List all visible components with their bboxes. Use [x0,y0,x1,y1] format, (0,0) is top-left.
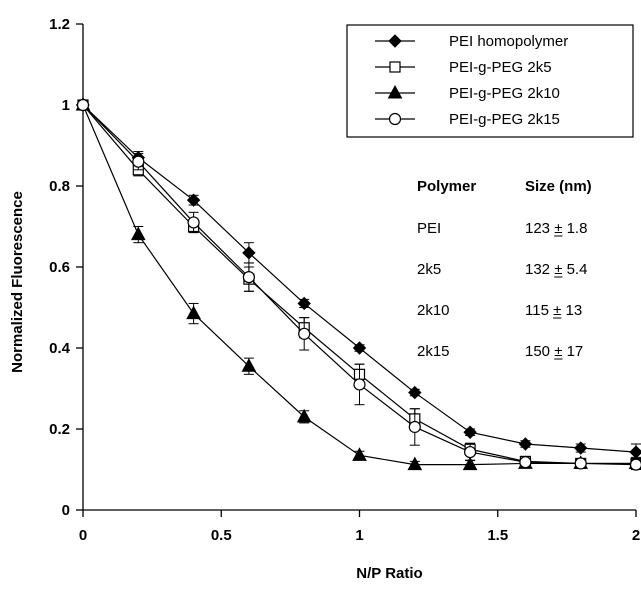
series-line [83,105,636,465]
data-point [353,448,366,460]
legend-label: PEI homopolymer [449,33,568,50]
x-tick-label: 1 [355,527,363,544]
y-tick-label: 0.8 [49,178,70,195]
y-tick-label: 0.6 [49,259,70,276]
legend: PEI homopolymer PEI-g-PEG 2k5 PEI-g-PEG 2k… [347,25,633,137]
y-tick-label: 0.2 [49,421,70,438]
y-axis-title: Normalized Fluorescence [9,191,26,373]
data-point [78,100,89,111]
legend-label: PEI-g-PEG 2k10 [449,85,560,102]
data-point [575,458,586,469]
inset-cell-polymer: 2k15 [417,343,450,360]
data-point [132,228,145,240]
inset-header-size: Size (nm) [525,178,592,195]
inset-cell-size: 123 ± 1.8 [525,220,587,237]
series-line [83,105,636,465]
x-tick-label: 1.5 [487,527,508,544]
inset-cell-polymer: 2k10 [417,302,450,319]
inset-table: Polymer Size (nm) PEI 123 ± 1.8 2k5 132 ± 5.4… [417,178,592,360]
data-point [409,387,421,399]
data-point [299,328,310,339]
legend-label: PEI-g-PEG 2k15 [449,111,560,128]
series-1 [78,100,641,470]
y-tick-label: 0 [62,502,70,519]
inset-cell-size: 115 ± 13 [525,302,582,319]
data-point [188,217,199,228]
series-0 [77,99,641,460]
data-point [631,459,641,470]
data-point [242,359,255,371]
data-point [519,438,531,450]
data-point [298,410,311,422]
series-line [83,105,636,463]
inset-cell-polymer: PEI [417,220,441,237]
inset-header-polymer: Polymer [417,178,476,195]
y-tick-label: 1.2 [49,16,70,33]
legend-label: PEI-g-PEG 2k5 [449,59,552,76]
inset-cell-polymer: 2k5 [417,261,441,278]
y-tick-label: 0.4 [49,340,71,357]
data-point [409,421,420,432]
series-layer [77,98,641,470]
series-3 [78,100,641,471]
data-point [464,426,476,438]
inset-cell-size: 150 ± 17 [525,343,583,360]
series-2 [77,98,641,470]
data-point [354,379,365,390]
y-tick-label: 1 [62,97,70,114]
inset-cell-size: 132 ± 5.4 [525,261,587,278]
data-point [520,457,531,468]
data-point [243,272,254,283]
data-point [133,156,144,167]
x-tick-label: 0 [79,527,87,544]
data-point [354,342,366,354]
x-axis-title: N/P Ratio [356,565,422,582]
x-tick-label: 0.5 [211,527,232,544]
data-point [630,446,641,458]
legend-marker [390,114,401,125]
legend-marker [390,62,400,72]
data-point [465,447,476,458]
data-point [187,307,200,319]
x-tick-label: 2 [632,527,640,544]
